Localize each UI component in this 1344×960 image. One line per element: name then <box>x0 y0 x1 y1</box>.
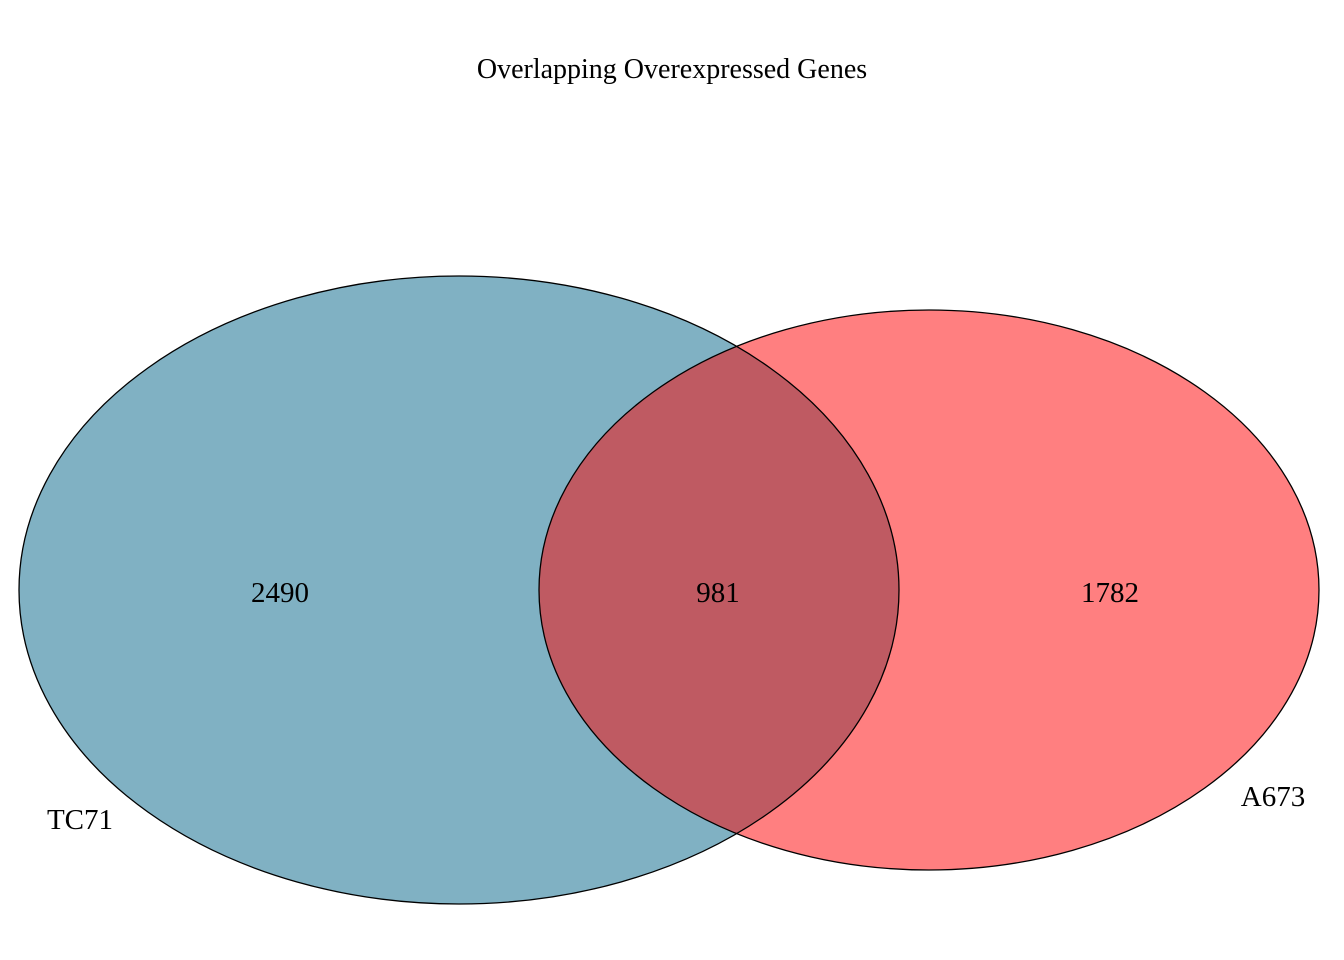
set-tc71-outline <box>18 275 900 905</box>
a673-only-count: 1782 <box>1081 577 1139 609</box>
tc71-only-count: 2490 <box>251 577 309 609</box>
set-label-tc71: TC71 <box>47 804 113 836</box>
set-a673-outline <box>538 309 1320 871</box>
diagram-title: Overlapping Overexpressed Genes <box>477 54 867 85</box>
intersection-count: 981 <box>696 577 740 609</box>
intersection-region <box>539 310 899 870</box>
set-label-a673: A673 <box>1241 781 1305 813</box>
